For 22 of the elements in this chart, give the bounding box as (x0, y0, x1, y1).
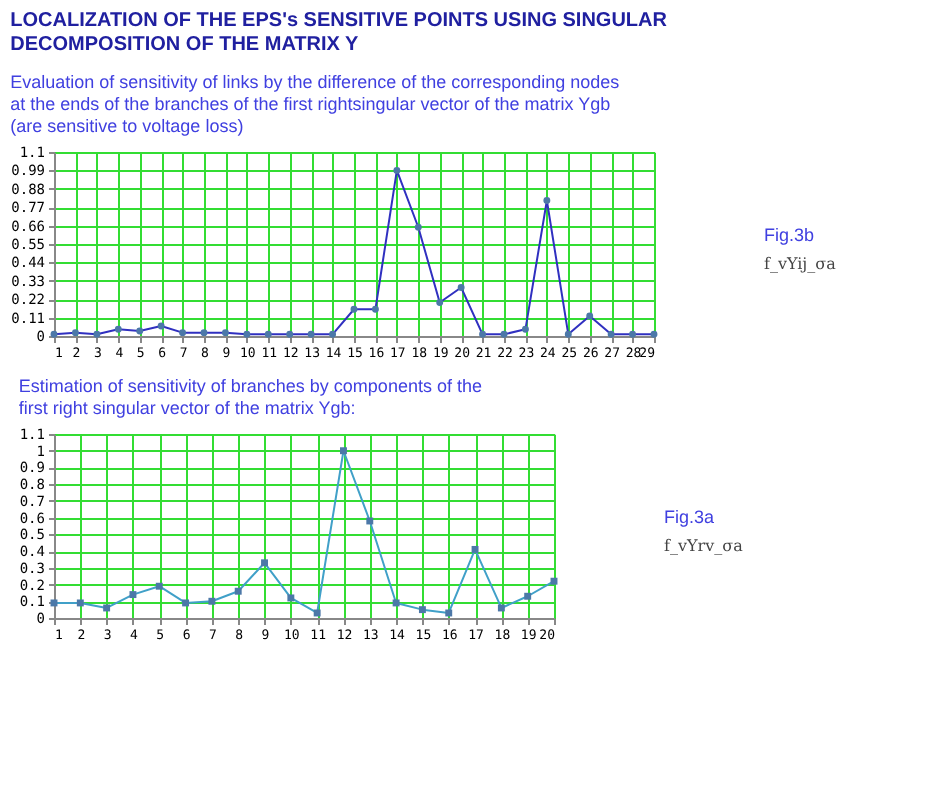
chart-title: Estimation of sensitivity of branches by components of the first right singular vector of the matrix Ygb: (18, 376, 482, 418)
caption: Fig.3b (764, 224, 815, 245)
point (261, 559, 268, 567)
point (234, 587, 242, 595)
point (524, 592, 532, 600)
point (471, 545, 479, 553)
point (497, 604, 505, 612)
point (76, 599, 84, 607)
point (392, 599, 400, 607)
point (418, 606, 426, 614)
point (287, 594, 295, 602)
text: f_vYrv_σa (664, 536, 744, 555)
point (340, 447, 347, 455)
chart-subtitle: Evaluation of sensitivity of links by the difference of the corresponding nodes at the ends of the branches of the first rightsingular vector of the matrix Ygb (are sensitive to voltage loss) (10, 72, 621, 136)
text: f_vYij_σa (764, 254, 837, 273)
point (103, 604, 111, 612)
point (129, 591, 137, 599)
point (155, 582, 163, 590)
point (182, 599, 190, 607)
chart-title: LOCALIZATION OF THE EPS's SENSITIVE POINTS USING SINGULAR DECOMPOSITION OF THE MATRIX Y (10, 10, 669, 56)
point (208, 597, 216, 605)
caption: Fig.3a (664, 506, 715, 527)
